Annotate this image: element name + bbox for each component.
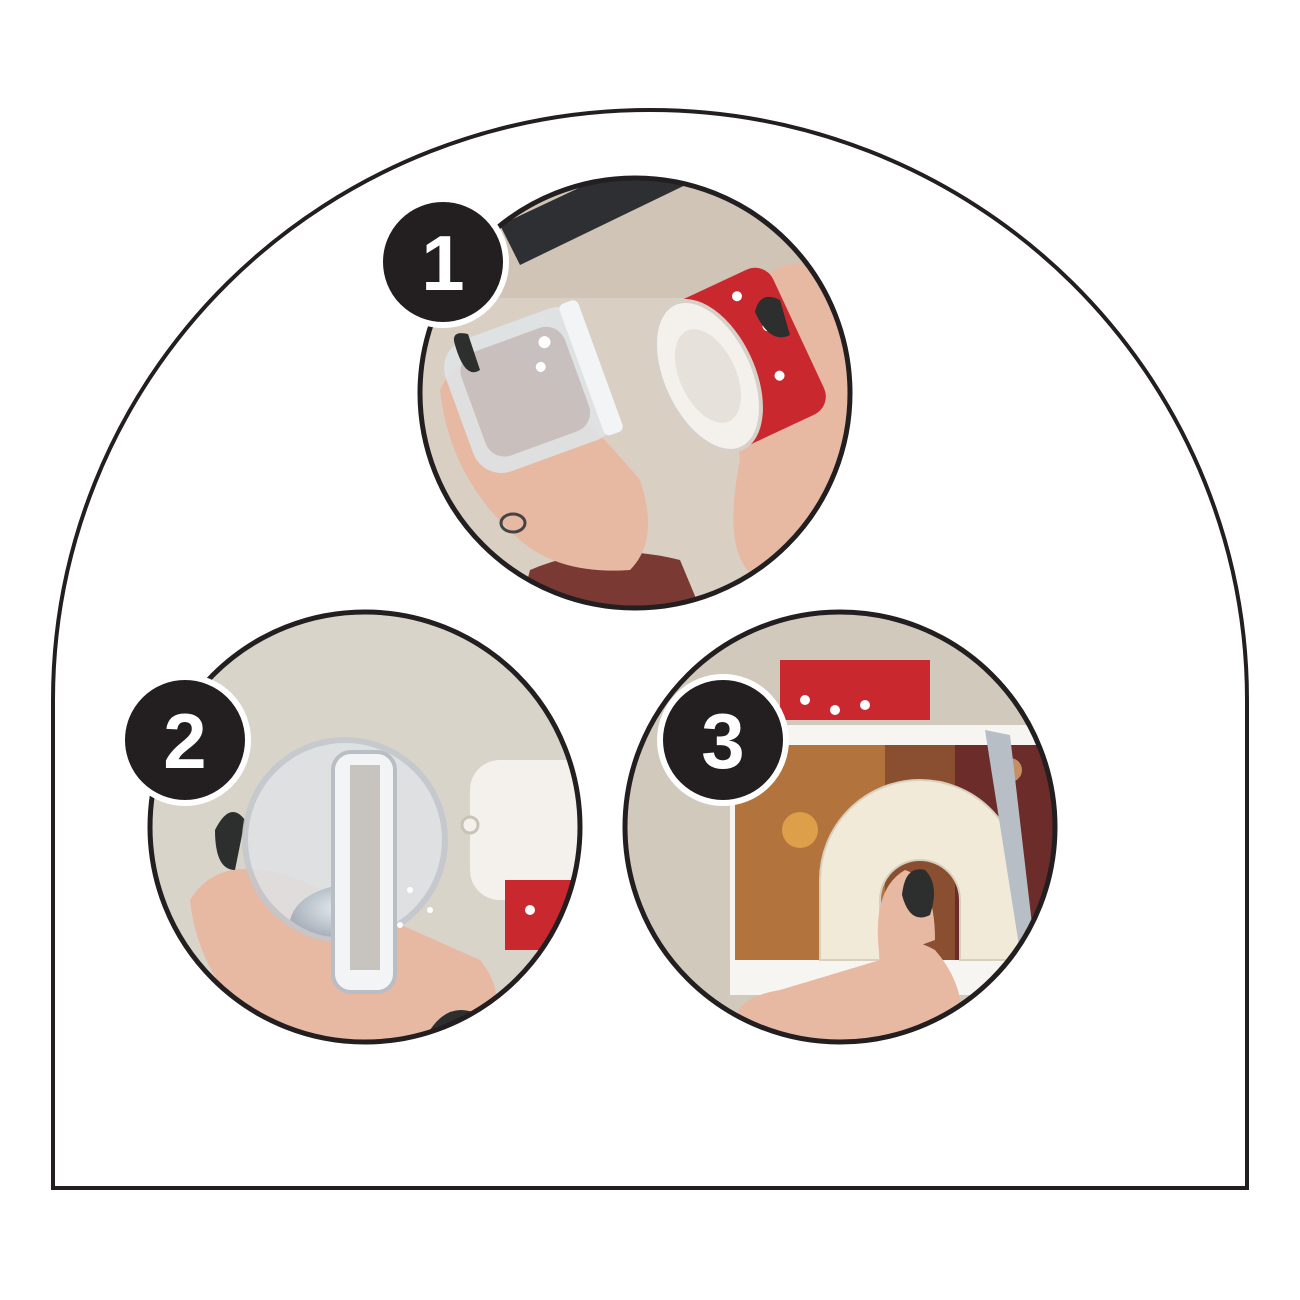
step-3-photo-frame bbox=[622, 609, 1058, 1045]
step-1-number: 1 bbox=[421, 219, 464, 307]
step-3-badge: 3 bbox=[657, 674, 789, 806]
step-1-photo bbox=[420, 178, 850, 608]
step-2-photo-frame bbox=[147, 609, 583, 1045]
step-1-badge: 1 bbox=[377, 196, 509, 328]
step-2-badge: 2 bbox=[119, 674, 251, 806]
step-3-number: 3 bbox=[701, 697, 744, 785]
step-1-photo-frame bbox=[417, 175, 853, 611]
step-2-number: 2 bbox=[163, 697, 206, 785]
step-2-photo bbox=[150, 612, 580, 1042]
